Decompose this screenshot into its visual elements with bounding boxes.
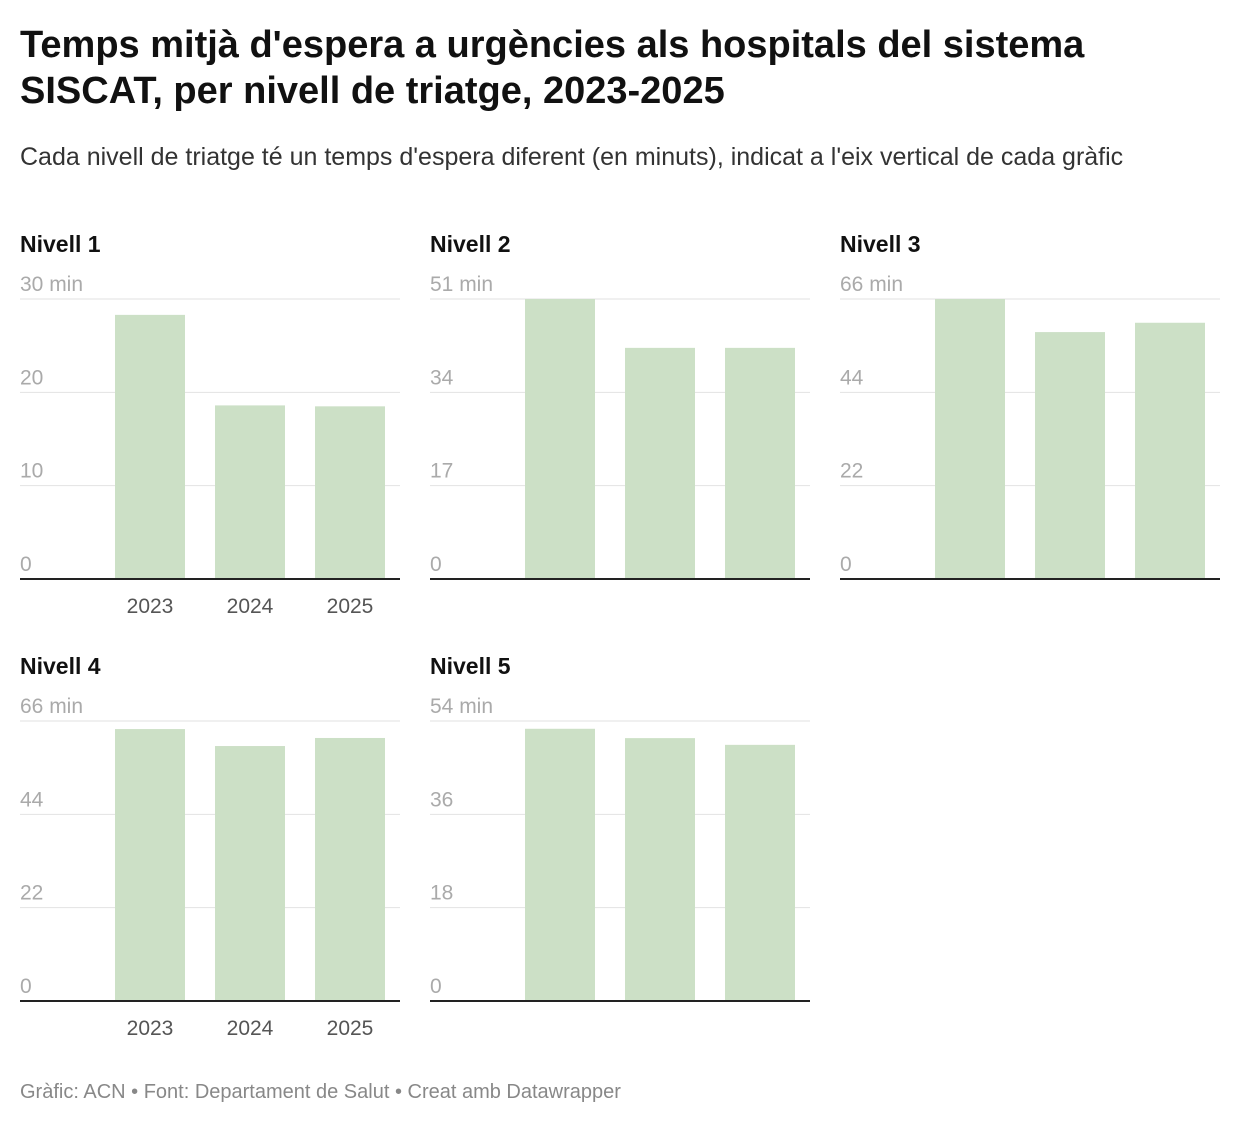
y-tick-label: 44	[20, 788, 44, 811]
bar-2023	[115, 729, 185, 1001]
y-tick-label: 0	[840, 553, 852, 576]
y-tick-label: 17	[430, 460, 453, 483]
x-tick-label: 2024	[227, 1017, 274, 1040]
panel-title: Nivell 1	[20, 231, 101, 257]
y-tick-label: 0	[430, 975, 442, 998]
chart-subtitle: Cada nivell de triatge té un temps d'esp…	[20, 143, 1124, 171]
panel-5: Nivell 5 0 18 36 54 min	[430, 653, 810, 1002]
y-tick-label: 20	[20, 366, 43, 389]
bar-2025	[315, 406, 385, 579]
y-tick-label: 18	[430, 882, 453, 905]
bar-2025	[1135, 322, 1205, 579]
bar-2025	[725, 347, 795, 579]
y-tick-label: 44	[840, 366, 864, 389]
panel-title: Nivell 4	[20, 653, 101, 679]
panel-title: Nivell 5	[430, 653, 511, 679]
bar-2024	[625, 738, 695, 1001]
y-tick-label: 36	[430, 788, 453, 811]
y-tick-label: 22	[840, 460, 863, 483]
bar-2024	[1035, 332, 1105, 579]
bar-2023	[525, 728, 595, 1001]
y-tick-label: 0	[20, 553, 32, 576]
bar-2023	[115, 314, 185, 579]
y-tick-label: 66 min	[20, 695, 83, 718]
y-tick-label: 0	[430, 553, 442, 576]
x-tick-label: 2023	[127, 1017, 174, 1040]
y-tick-label: 51 min	[430, 273, 493, 296]
bar-2024	[215, 405, 285, 579]
y-tick-label: 0	[20, 975, 32, 998]
bar-2024	[215, 746, 285, 1001]
y-tick-label: 10	[20, 460, 43, 483]
bar-2025	[315, 737, 385, 1001]
x-tick-label: 2023	[127, 595, 174, 618]
panel-1: Nivell 1 0 10 20 30 min 2023 2024 2025	[20, 231, 400, 618]
y-tick-label: 54 min	[430, 695, 493, 718]
x-tick-label: 2025	[327, 595, 374, 618]
y-tick-label: 34	[430, 366, 454, 389]
x-tick-label: 2024	[227, 595, 274, 618]
x-tick-label: 2025	[327, 1017, 374, 1040]
bar-2023	[935, 299, 1005, 579]
bar-2025	[725, 744, 795, 1001]
chart-title: Temps mitjà d'espera a urgències als hos…	[20, 24, 1085, 112]
y-tick-label: 30 min	[20, 273, 83, 296]
bar-2024	[625, 347, 695, 579]
panel-3: Nivell 3 0 22 44 66 min	[840, 231, 1220, 580]
footer-credits: Gràfic: ACN • Font: Departament de Salut…	[20, 1081, 621, 1103]
y-tick-label: 22	[20, 882, 43, 905]
panel-2: Nivell 2 0 17 34 51 min	[430, 231, 810, 580]
y-tick-label: 66 min	[840, 273, 903, 296]
panel-title: Nivell 3	[840, 231, 921, 257]
panel-title: Nivell 2	[430, 231, 511, 257]
bar-2023	[525, 299, 595, 579]
panel-4: Nivell 4 0 22 44 66 min 2023 2024 2025	[20, 653, 400, 1040]
